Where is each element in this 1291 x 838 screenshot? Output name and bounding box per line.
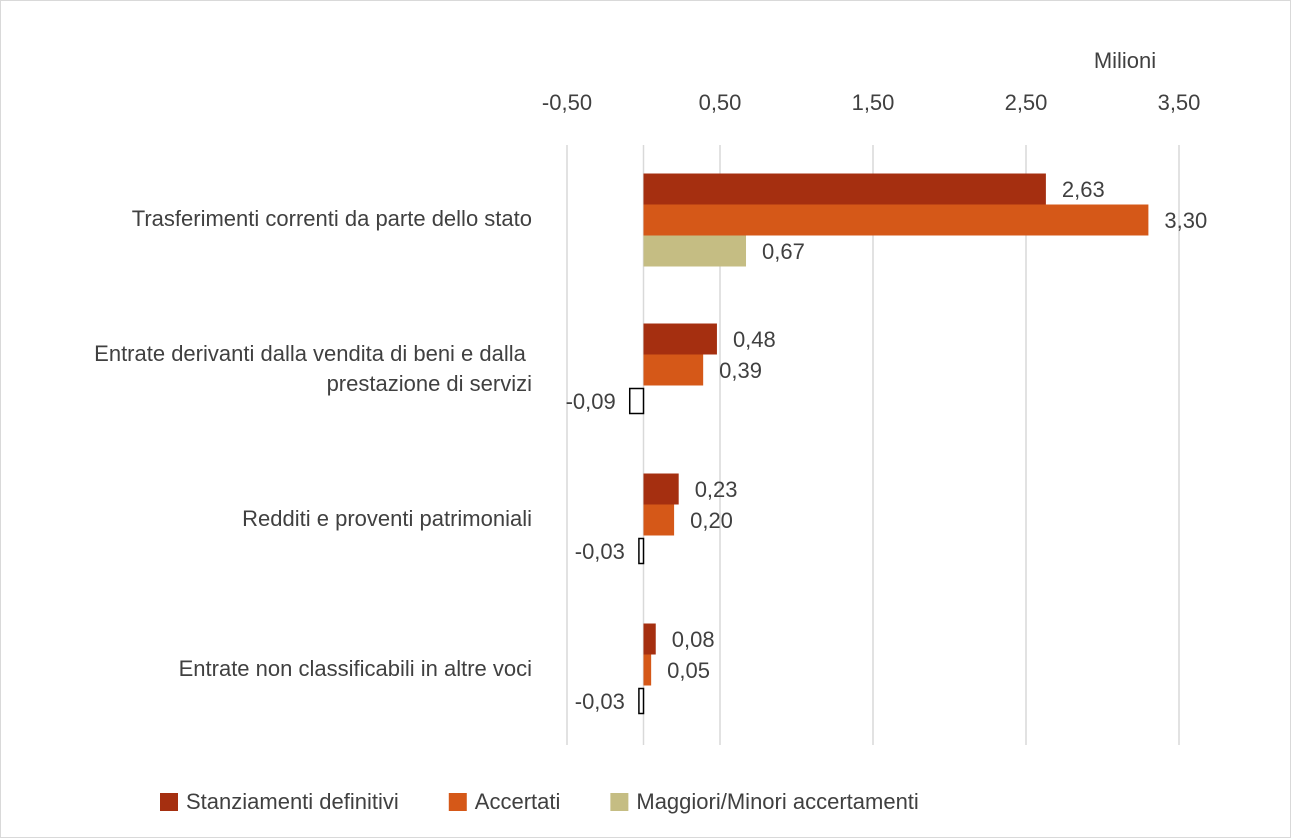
data-label: 0,20 [690, 508, 733, 533]
bar [643, 323, 717, 355]
x-tick-label: -0,50 [542, 90, 592, 115]
bar [643, 504, 675, 536]
bar [643, 654, 652, 686]
category-label: Trasferimenti correnti da parte dello st… [132, 206, 532, 231]
x-tick-label: 1,50 [852, 90, 895, 115]
bar [643, 204, 1149, 236]
data-label: -0,03 [575, 539, 625, 564]
data-label: 0,08 [672, 627, 715, 652]
bar [638, 687, 645, 715]
data-label: 0,23 [695, 477, 738, 502]
data-label: -0,09 [566, 389, 616, 414]
bar [643, 473, 679, 505]
axis-unit-label: Milioni [1094, 48, 1156, 73]
legend-swatch [160, 793, 178, 811]
x-tick-label: 2,50 [1005, 90, 1048, 115]
category-label: Redditi e proventi patrimoniali [242, 506, 532, 531]
legend-label: Stanziamenti definitivi [186, 789, 399, 814]
data-label: 0,39 [719, 358, 762, 383]
bar [628, 387, 645, 415]
legend-swatch [610, 793, 629, 811]
data-label: -0,03 [575, 689, 625, 714]
legend-label: Accertati [475, 789, 561, 814]
bar [643, 173, 1046, 205]
legend-label: Maggiori/Minori accertamenti [636, 789, 918, 814]
x-tick-label: 3,50 [1158, 90, 1201, 115]
data-label: 0,48 [733, 327, 776, 352]
bar [638, 537, 645, 565]
data-label: 0,67 [762, 239, 805, 264]
legend-swatch [448, 793, 467, 811]
category-label: Entrate derivanti dalla vendita di beni … [94, 341, 532, 396]
bar [643, 235, 747, 267]
x-tick-label: 0,50 [699, 90, 742, 115]
data-label: 3,30 [1164, 208, 1207, 233]
category-label: Entrate non classificabili in altre voci [179, 656, 532, 681]
data-label: 2,63 [1062, 177, 1105, 202]
data-label: 0,05 [667, 658, 710, 683]
bar [643, 354, 704, 386]
bar [643, 623, 656, 655]
